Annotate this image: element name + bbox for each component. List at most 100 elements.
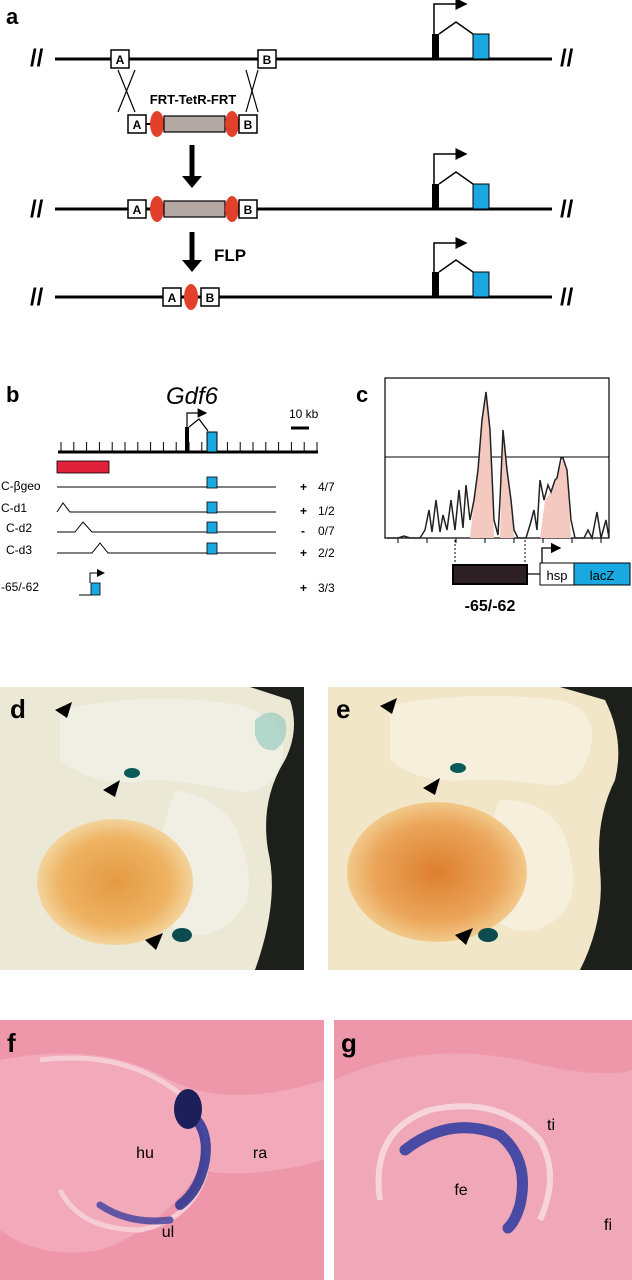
construct-row: C-d3 + 2/2 [6, 542, 335, 560]
tissue-lighter-region [334, 1053, 632, 1280]
arrowhead-marker [145, 933, 163, 950]
panel-g: ti fe fi g [334, 1020, 632, 1280]
conserved-element-box [452, 564, 528, 585]
tissue-label: ul [162, 1224, 174, 1241]
homology-box-a [127, 114, 147, 134]
locus-row-3: // // A B [30, 237, 574, 311]
conserved-peak [500, 430, 514, 538]
splice-junction [438, 259, 474, 273]
break-mark-right: // [560, 196, 574, 223]
gene-exon-2 [206, 431, 218, 453]
step-arrow-head [182, 260, 202, 272]
panel-c-label: c [356, 382, 368, 407]
construct-sign: + [300, 504, 307, 518]
construct-name: C-d3 [6, 543, 32, 557]
homology-box-a [162, 287, 182, 307]
conservation-trace [387, 391, 610, 541]
construct-promoter-arrow [89, 569, 105, 583]
element-label: -65/-62 [465, 598, 516, 615]
construct-row: -65/-62 + 3/3 [1, 569, 335, 596]
arrowhead-marker [55, 702, 72, 718]
panel-e: e [328, 687, 632, 970]
construct-exon [206, 521, 218, 534]
frt-site [225, 196, 239, 222]
panel-d-label: d [10, 694, 26, 724]
construct-ratio: 4/7 [318, 480, 335, 494]
lacz-staining-spot [450, 763, 466, 773]
panel-g-label: g [341, 1028, 357, 1058]
crossover-line [117, 69, 136, 113]
arrowhead-marker [423, 778, 440, 795]
frt-site [150, 111, 164, 137]
arrowhead-marker [455, 928, 473, 945]
splice-junction [438, 171, 474, 185]
deleted-region-bar [56, 460, 110, 474]
gene-splice [188, 418, 209, 432]
tetr-cassette [163, 200, 226, 218]
scale-label: 10 kb [289, 407, 319, 421]
box-a-label: A [168, 291, 177, 305]
box-a-label: A [133, 203, 142, 217]
step-arrow-head [182, 176, 202, 188]
panel-f: hu ra ul f [0, 1020, 324, 1280]
construct-row: C-d2 - 0/7 [6, 521, 335, 538]
cassette-label: FRT-TetR-FRT [150, 92, 236, 107]
construct-ratio: 0/7 [318, 524, 335, 538]
arrowhead-marker [103, 780, 120, 797]
construct-ratio: 2/2 [318, 546, 335, 560]
box-b-label: B [263, 53, 272, 67]
promoter-arrow [433, 148, 468, 184]
conservation-plot-frame [384, 377, 610, 539]
gene-promoter-arrow [186, 408, 208, 427]
embryo-forelimb-region [390, 696, 592, 786]
panel-a-label: a [6, 4, 19, 29]
arrowhead-marker [380, 698, 397, 714]
panel-b-label: b [6, 382, 19, 407]
tissue-label: fi [604, 1217, 612, 1234]
tissue-label: ra [253, 1145, 267, 1162]
construct-name: C-d1 [1, 501, 27, 515]
construct-exon [206, 501, 218, 514]
plot-ticks [397, 538, 602, 543]
exon-1 [432, 184, 439, 210]
exon-2 [472, 271, 490, 298]
frt-site [150, 196, 164, 222]
liver-region [37, 819, 193, 945]
embryo-forelimb-region [60, 698, 284, 792]
xgal-staining [174, 1089, 202, 1129]
exon-1 [432, 272, 439, 298]
homology-box-a [127, 199, 147, 219]
construct-line [57, 521, 276, 533]
homology-box-b [200, 287, 220, 307]
break-mark-right: // [560, 284, 574, 311]
gene-title: Gdf6 [166, 383, 219, 410]
xgal-staining [96, 1201, 174, 1225]
tissue-label: fe [454, 1182, 467, 1199]
gene-exon-1 [185, 427, 189, 452]
frt-site [225, 111, 239, 137]
tissue-label: hu [136, 1145, 154, 1162]
splice-junction [438, 21, 474, 35]
break-mark-left: // [30, 196, 44, 223]
digit-staining [255, 712, 287, 751]
panel-e-label: e [336, 694, 350, 724]
conserved-peak [540, 458, 571, 538]
panel-d: d [0, 687, 304, 970]
panel-c: c hsp lacZ -65/-62 [356, 377, 631, 615]
homology-box-b [257, 49, 277, 69]
box-b-label: B [244, 203, 253, 217]
xgal-staining [399, 1122, 528, 1234]
exon-1 [432, 34, 439, 60]
liver-region [347, 802, 527, 942]
panel-f-label: f [7, 1028, 16, 1058]
panel-b: b Gdf6 10 kb C-βgeo + 4/7 C-d1 + 1/2 [1, 382, 335, 596]
construct-line [57, 542, 276, 554]
construct-name: C-βgeo [1, 479, 41, 493]
lacz-staining-spot [478, 928, 498, 942]
crossover-line [245, 69, 259, 113]
homology-box-b [238, 114, 258, 134]
break-mark-right: // [560, 45, 574, 72]
exon-2 [472, 33, 490, 60]
construct-sign: + [300, 581, 307, 595]
